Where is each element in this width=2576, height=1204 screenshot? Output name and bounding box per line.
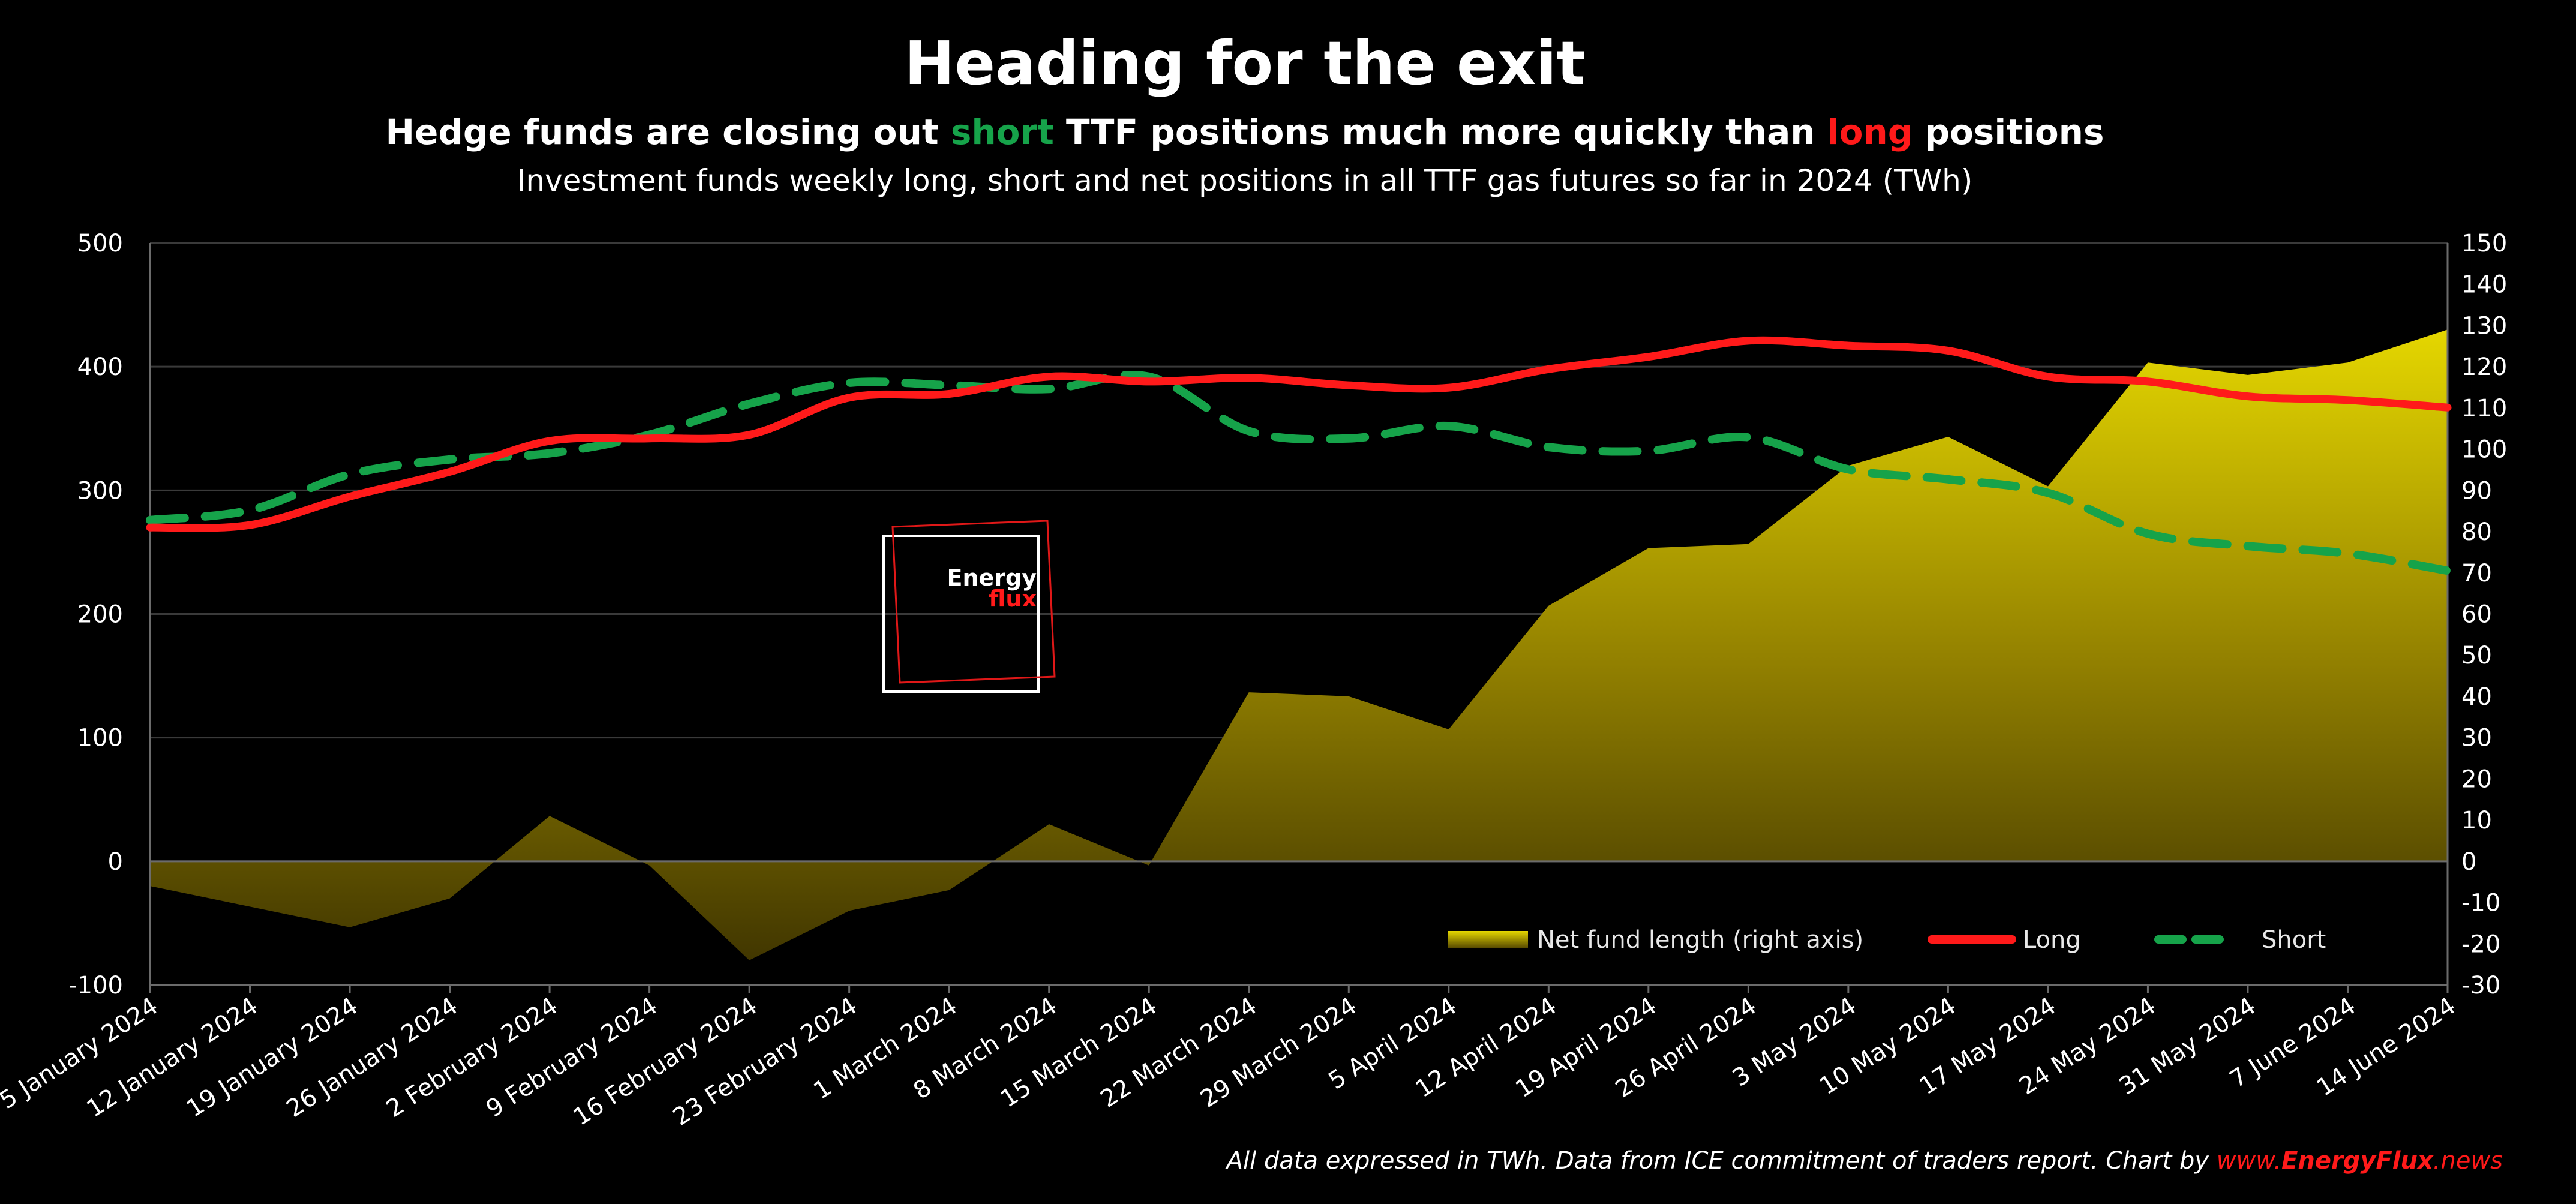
- left-tick-label: 400: [77, 353, 123, 381]
- right-tick-label: 30: [2461, 725, 2492, 752]
- net-area-layer: [150, 329, 2448, 960]
- right-tick-label: 50: [2461, 642, 2492, 669]
- subtitle-part: positions: [1913, 112, 2104, 152]
- legend-label-net: Net fund length (right axis): [1537, 926, 1863, 954]
- right-tick-label: 140: [2461, 271, 2507, 299]
- right-tick-label: -20: [2461, 930, 2500, 958]
- right-tick-label: 150: [2461, 230, 2507, 257]
- right-tick-label: 10: [2461, 807, 2492, 834]
- right-tick-label: -30: [2461, 972, 2500, 999]
- right-tick-label: 130: [2461, 312, 2507, 340]
- source-link-prefix: www.: [2217, 1147, 2281, 1175]
- source-link-suffix: .news: [2433, 1147, 2503, 1175]
- x-tick-label: 23 February 2024: [668, 992, 862, 1131]
- source-note-text: All data expressed in TWh. Data from ICE…: [1225, 1147, 2217, 1175]
- legend: Net fund length (right axis) Long Short: [1448, 926, 2326, 954]
- subtitle-part: long: [1827, 112, 1913, 152]
- long-series-line: [146, 336, 2452, 532]
- short-series-line: [146, 371, 2452, 575]
- legend-label-long: Long: [2023, 926, 2081, 954]
- left-tick-label: 500: [77, 230, 123, 257]
- left-tick-label: -100: [68, 972, 123, 999]
- left-tick-label: 0: [108, 848, 123, 876]
- left-axis-ticks: -100 0 100 200 300 400 500: [68, 230, 123, 999]
- right-tick-label: 40: [2461, 683, 2492, 711]
- right-tick-label: 0: [2461, 848, 2476, 876]
- chart-description: Investment funds weekly long, short and …: [517, 163, 1973, 198]
- right-tick-label: 70: [2461, 560, 2492, 587]
- logo-word-energy: Energy: [947, 565, 1037, 591]
- x-tick-label: 5 January 2024: [0, 992, 163, 1115]
- left-tick-label: 300: [77, 477, 123, 505]
- net-fund-length-area: [150, 329, 2448, 960]
- right-tick-label: 80: [2461, 518, 2492, 546]
- x-tick-label: 12 January 2024: [82, 992, 263, 1123]
- chart-title: Heading for the exit: [905, 28, 1586, 98]
- energyflux-logo: Energy flux: [882, 520, 1056, 693]
- axes: [149, 243, 2449, 993]
- right-tick-label: 60: [2461, 601, 2492, 629]
- x-tick-label: 19 January 2024: [182, 992, 363, 1123]
- legend-swatch-net: [1448, 931, 1528, 948]
- subtitle-part: short: [951, 112, 1054, 152]
- x-tick-label: 2 February 2024: [382, 992, 563, 1123]
- legend-label-short: Short: [2262, 926, 2326, 954]
- x-tick-label: 9 February 2024: [481, 992, 662, 1123]
- right-axis-ticks: -30 -20 -10 0 10 20 30 40 50 60 70 80 90 100 110 120 130…: [2461, 230, 2507, 999]
- right-tick-label: 90: [2461, 477, 2492, 505]
- subtitle-part: Hedge funds are closing out: [386, 112, 951, 152]
- source-note: All data expressed in TWh. Data from ICE…: [1225, 1147, 2503, 1175]
- right-tick-label: 20: [2461, 765, 2492, 793]
- right-tick-label: -10: [2461, 890, 2500, 917]
- right-tick-label: 110: [2461, 395, 2507, 422]
- x-tick-label: 26 January 2024: [281, 992, 463, 1123]
- source-link-brand: EnergyFlux: [2281, 1147, 2434, 1175]
- subtitle-part: TTF positions much more quickly than: [1054, 112, 1827, 152]
- logo-word-flux: flux: [989, 586, 1037, 612]
- x-tick-label: 16 February 2024: [568, 992, 762, 1131]
- right-tick-label: 100: [2461, 436, 2507, 464]
- series-lines: [146, 336, 2452, 575]
- right-tick-label: 120: [2461, 353, 2507, 381]
- left-tick-label: 100: [77, 725, 123, 752]
- logo-frame-white: [882, 535, 1040, 693]
- left-tick-label: 200: [77, 601, 123, 629]
- chart-subtitle: Hedge funds are closing out short TTF po…: [386, 112, 2104, 152]
- logo-frame-red: [891, 520, 1056, 684]
